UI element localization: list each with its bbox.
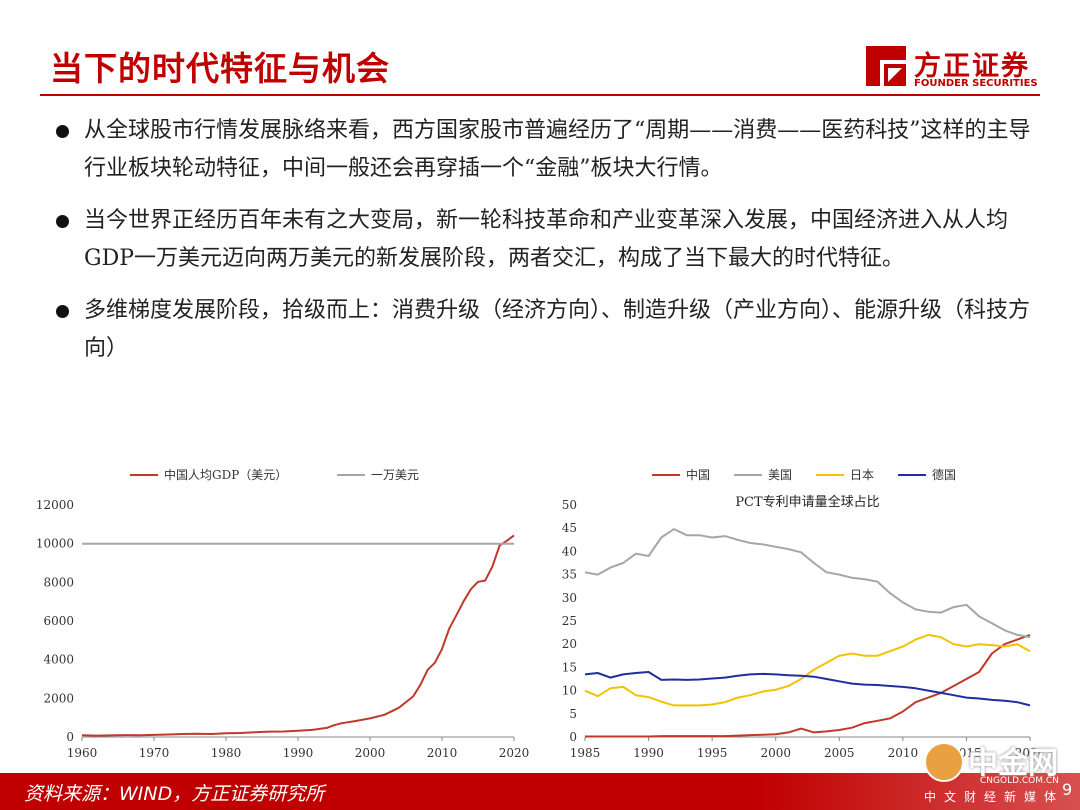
series-line	[585, 633, 1031, 738]
footer-bar: 资料来源：WIND，方正证券研究所	[0, 773, 1080, 810]
x-tick-label: 2010	[427, 746, 458, 760]
series-line	[81, 534, 515, 737]
legend-label: 美国	[768, 468, 792, 482]
y-tick-label: 45	[562, 521, 577, 535]
y-tick-label: 15	[562, 660, 577, 674]
legend-label: 中国	[686, 467, 710, 482]
source-note: 资料来源：WIND，方正证券研究所	[24, 783, 325, 805]
x-tick-label: 2000	[355, 746, 386, 760]
x-tick-label: 1970	[139, 746, 170, 760]
x-tick-label: 1995	[697, 746, 728, 760]
bullet-dot-icon	[56, 305, 69, 318]
y-tick-label: 4000	[43, 653, 74, 667]
bullet-text: 从全球股市行情发展脉络来看，西方国家股市普遍经历了“周期——消费——医药科技”这…	[84, 118, 1031, 181]
watermark-sub: 中文财经新媒体	[924, 790, 1065, 804]
x-tick-label: 2020	[1015, 746, 1040, 760]
pct-patent-share-chart: 中国 美国 日本 德国 PCT专利申请量全球占比 0 5 10 15 20 25 30 35 40 45 50…	[562, 467, 1040, 760]
bullet-item: 当今世界正经历百年未有之大变局，新一轮科技革命和产业变革深入发展，中国经济进入从…	[52, 202, 1037, 278]
x-tick-label: 1990	[283, 746, 314, 760]
bullet-dot-icon	[56, 215, 69, 228]
bullet-item: 从全球股市行情发展脉络来看，西方国家股市普遍经历了“周期——消费——医药科技”这…	[52, 112, 1037, 188]
gdp-per-capita-chart: 中国人均GDP（美元） 一万美元 0 2000 4000 6000 8000 10000 120…	[36, 467, 530, 760]
founder-logo-icon	[866, 46, 906, 86]
legend-label: 一万美元	[371, 468, 419, 482]
series-line	[584, 671, 1031, 707]
chart-title: PCT专利申请量全球占比	[735, 494, 879, 510]
logo-text-cn: 方正证券	[914, 51, 1030, 82]
x-tick-label: 2000	[760, 746, 791, 760]
y-tick-label: 12000	[36, 498, 74, 512]
watermark-main: 中金网	[968, 746, 1058, 781]
y-tick-label: 30	[562, 591, 577, 605]
y-tick-label: 0	[66, 730, 74, 744]
bullet-list: 从全球股市行情发展脉络来看，西方国家股市普遍经历了“周期——消费——医药科技”这…	[52, 112, 1037, 382]
y-tick-label: 50	[562, 498, 577, 512]
y-tick-label: 25	[562, 614, 577, 628]
x-tick-label: 2020	[499, 746, 530, 760]
page-number: 9	[1062, 780, 1073, 799]
x-tick-label: 1960	[67, 746, 98, 760]
y-tick-label: 10000	[36, 537, 74, 551]
legend-label: 日本	[850, 468, 874, 482]
legend-label: 中国人均GDP（美元）	[164, 467, 287, 482]
watermark-logo-icon	[924, 742, 964, 782]
title-divider	[40, 94, 1040, 96]
y-tick-label: 6000	[43, 614, 74, 628]
legend-label: 德国	[932, 467, 956, 482]
founder-logo: 方正证券 FOUNDER SECURITIES	[864, 44, 1044, 94]
y-tick-label: 5	[569, 707, 577, 721]
bullet-text: 当今世界正经历百年未有之大变局，新一轮科技革命和产业变革深入发展，中国经济进入从…	[84, 208, 1009, 271]
y-tick-label: 10	[562, 684, 577, 698]
x-tick-label: 1985	[570, 746, 601, 760]
series-line	[584, 633, 1031, 707]
x-tick-label: 2010	[888, 746, 919, 760]
page-title: 当下的时代特征与机会	[50, 49, 390, 88]
bullet-text: 多维梯度发展阶段，拾级而上：消费升级（经济方向）、制造升级（产业方向）、能源升级…	[84, 298, 1031, 361]
y-tick-label: 40	[562, 544, 577, 558]
series-line	[584, 528, 1031, 639]
x-tick-label: 1990	[633, 746, 664, 760]
watermark: 中金网 CNGOLD.COM.CN 中文财经新媒体	[920, 738, 1080, 810]
x-tick-label: 2005	[824, 746, 855, 760]
bullet-dot-icon	[56, 125, 69, 138]
y-tick-label: 2000	[43, 691, 74, 705]
y-tick-label: 8000	[43, 575, 74, 589]
bullet-item: 多维梯度发展阶段，拾级而上：消费升级（经济方向）、制造升级（产业方向）、能源升级…	[52, 292, 1037, 368]
watermark-url: CNGOLD.COM.CN	[980, 776, 1059, 786]
logo-text-en: FOUNDER SECURITIES	[914, 78, 1038, 89]
x-tick-label: 1980	[211, 746, 242, 760]
y-tick-label: 20	[562, 637, 577, 651]
y-tick-label: 35	[562, 568, 577, 582]
y-tick-label: 0	[569, 730, 577, 744]
